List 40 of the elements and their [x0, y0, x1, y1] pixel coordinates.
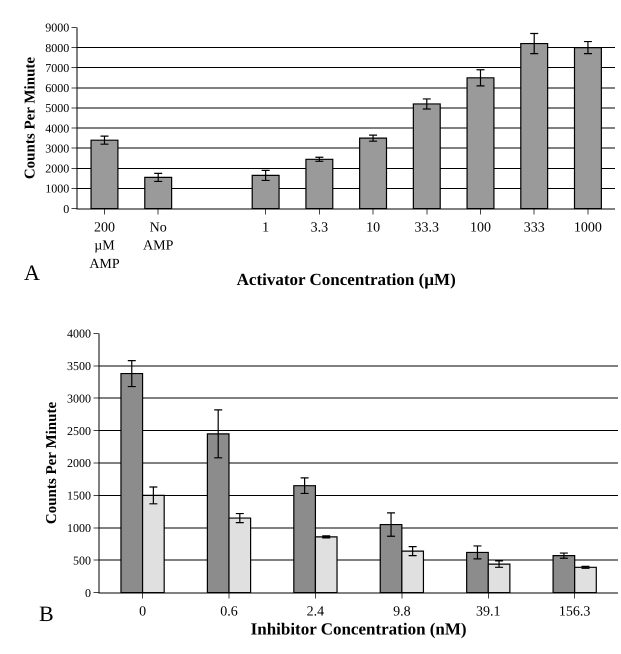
- y-tick-label: 9000: [45, 20, 70, 35]
- x-tick-label: 333: [524, 220, 545, 236]
- x-tick-label: 0.6: [220, 604, 238, 620]
- x-tick-label: 200 µM AMP: [89, 220, 120, 272]
- x-tick-label: 100: [470, 220, 491, 236]
- y-tick-label: 0: [84, 586, 91, 600]
- y-tick-label: 500: [72, 553, 91, 568]
- text: A: [24, 260, 40, 285]
- y-axis-title: Counts Per Minute: [22, 56, 38, 180]
- y-tick-label: 8000: [45, 40, 70, 55]
- x-tick-label: No AMP: [143, 220, 174, 254]
- x-tick-label: 10: [366, 220, 380, 236]
- text: B: [39, 601, 54, 626]
- x-tick-label: 2.4: [306, 604, 324, 620]
- x-tick-label: 156.3: [558, 604, 590, 620]
- y-tick-label: 1000: [66, 521, 91, 535]
- y-tick-label: 3500: [66, 359, 91, 373]
- y-tick-label: 5000: [45, 101, 70, 116]
- x-tick-label: 1000: [574, 220, 602, 236]
- y-tick-label: 4000: [45, 121, 70, 136]
- y-tick-label: 7000: [45, 60, 70, 75]
- y-axis-title: Counts Per Minute: [44, 402, 60, 524]
- y-tick-label: 4000: [66, 326, 91, 341]
- x-tick-label: 9.8: [393, 604, 411, 620]
- x-tick-label: 3.3: [310, 220, 328, 236]
- y-tick-label: 2000: [66, 456, 91, 470]
- y-tick-label: 1000: [45, 182, 70, 196]
- y-tick-label: 2000: [45, 162, 70, 176]
- x-axis-title: Activator Concentration (µM): [236, 270, 456, 290]
- y-tick-label: 1500: [66, 488, 91, 503]
- x-tick-label: 39.1: [476, 604, 501, 620]
- x-tick-label: 1: [262, 220, 270, 236]
- y-tick-label: 3000: [66, 391, 91, 406]
- y-tick-label: 6000: [45, 81, 70, 96]
- x-tick-label: 33.3: [414, 220, 440, 236]
- y-tick-label: 2500: [66, 424, 91, 438]
- x-tick-label: 0: [139, 604, 146, 620]
- y-tick-label: 3000: [45, 141, 70, 156]
- y-tick-label: 0: [63, 202, 70, 216]
- x-axis-title: Inhibitor Concentration (nM): [250, 619, 467, 638]
